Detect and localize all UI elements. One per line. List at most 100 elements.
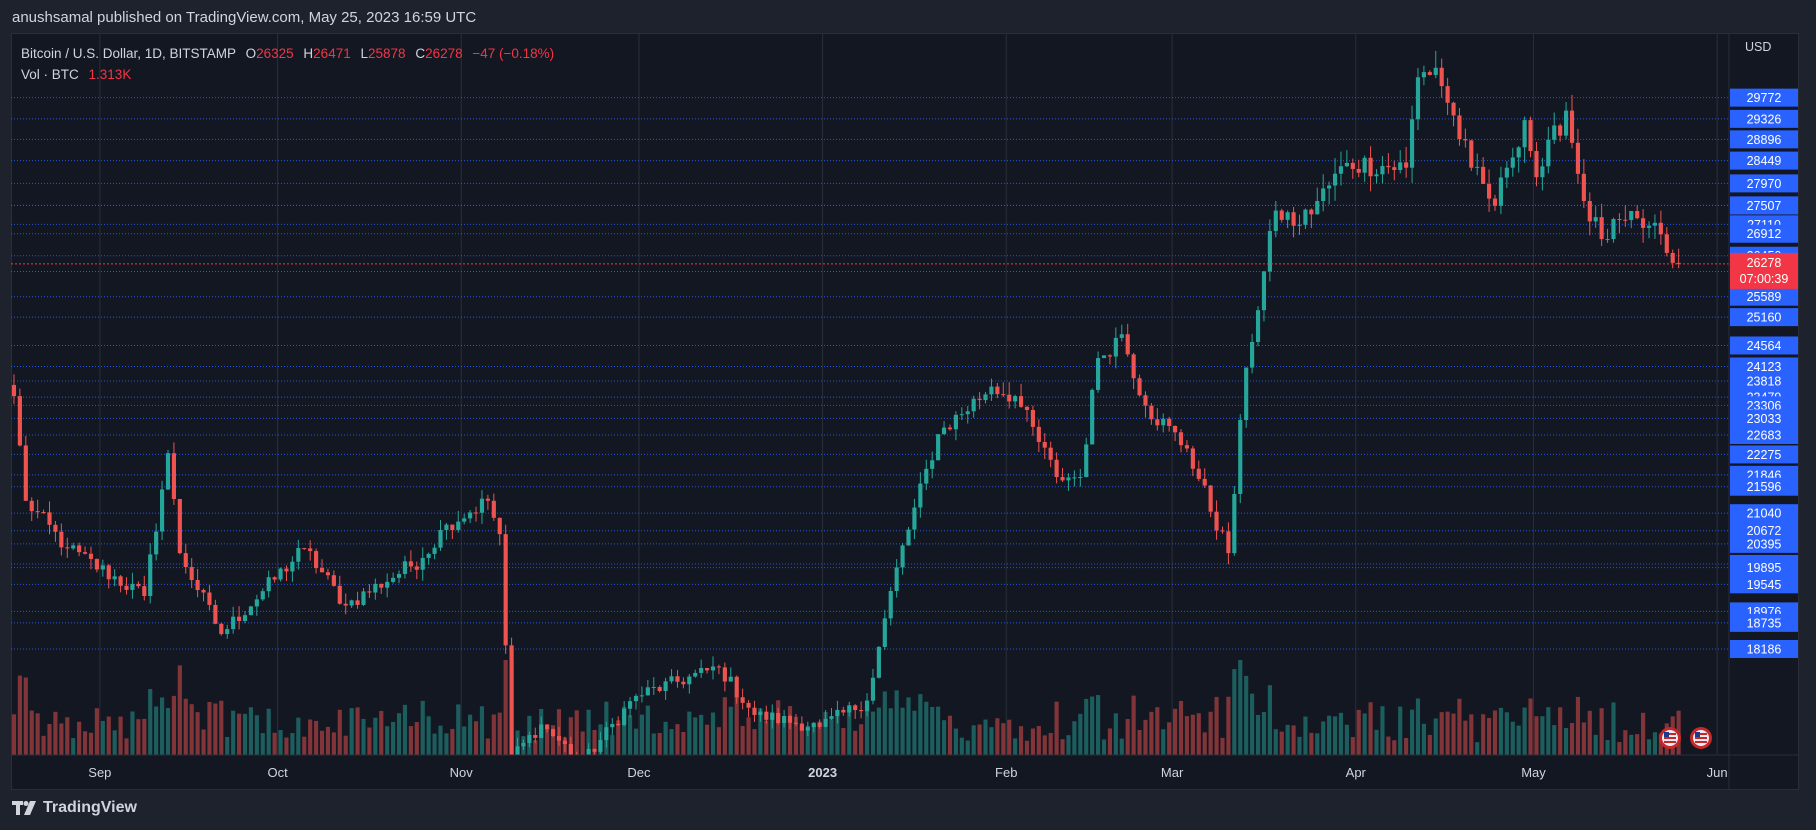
volume-bar [213, 703, 218, 755]
price-axis-label[interactable]: 21040 [1730, 504, 1798, 523]
candle [254, 594, 259, 616]
time-axis[interactable]: Sep Oct Nov Dec 2023 Feb Mar Apr May Jun [88, 765, 1727, 780]
candle [1190, 445, 1195, 477]
tradingview-logo[interactable]: TradingView [12, 799, 137, 817]
candle [497, 517, 502, 546]
candle [770, 704, 775, 729]
volume-bar [1564, 728, 1569, 755]
price-axis-label[interactable]: 19895 [1730, 558, 1798, 577]
candle [1623, 205, 1628, 227]
price-axis-label[interactable]: 24123 [1730, 357, 1798, 376]
candle [1273, 200, 1278, 238]
candle [582, 754, 584, 755]
candle [1327, 181, 1332, 205]
volume-bar [776, 700, 781, 755]
price-axis-label[interactable]: 21596 [1730, 477, 1798, 496]
price-axis-label[interactable]: 20395 [1730, 534, 1798, 553]
price-axis-label[interactable]: 23818 [1730, 371, 1798, 390]
time-axis-label[interactable]: Apr [1346, 765, 1367, 780]
price-axis-label[interactable]: 27507 [1730, 196, 1798, 215]
candle [296, 539, 301, 570]
candle [610, 717, 615, 736]
volume-bar [337, 709, 342, 755]
price-axis-label[interactable]: 28896 [1730, 130, 1798, 149]
time-axis-label[interactable]: Feb [995, 765, 1017, 780]
current-price-badge[interactable]: 26278 07:00:39 [1730, 252, 1798, 289]
candle [835, 700, 840, 724]
volume-bar [396, 713, 402, 755]
volume-bar [450, 728, 455, 755]
volume-bar [740, 725, 745, 755]
price-axis[interactable]: USD 297722932628896284492797027507275072… [1730, 40, 1798, 658]
volume-bar [1013, 738, 1018, 755]
time-axis-label[interactable]: Jun [1707, 765, 1728, 780]
candle [414, 561, 419, 580]
volume-bar [1226, 696, 1231, 755]
price-axis-label[interactable]: 23033 [1730, 409, 1798, 428]
grid [99, 33, 1718, 755]
time-axis-label[interactable]: 2023 [808, 765, 837, 780]
price-axis-label[interactable]: 24564 [1730, 336, 1798, 355]
candle [420, 547, 425, 581]
volume-bar [592, 729, 597, 755]
candle [165, 449, 171, 491]
us-flag-icon[interactable] [1659, 727, 1681, 749]
price-axis-label[interactable]: 22683 [1730, 425, 1798, 444]
time-axis-label[interactable]: Oct [267, 765, 288, 780]
price-axis-label[interactable]: 18186 [1730, 640, 1798, 658]
volume-bar [438, 725, 443, 755]
price-axis-label[interactable]: 22275 [1730, 445, 1798, 464]
volume-bar [100, 720, 105, 755]
candle [1279, 208, 1284, 223]
volume-bar [1178, 700, 1184, 755]
candle [1658, 210, 1663, 245]
price-axis-label[interactable]: 27970 [1730, 174, 1798, 193]
volume-bar [568, 717, 573, 755]
candle [930, 451, 935, 479]
volume-bar [864, 700, 870, 755]
price-axis-label[interactable]: 19545 [1730, 575, 1798, 594]
volume-bar [1540, 716, 1545, 755]
volume-bar [124, 738, 129, 755]
price-axis-label[interactable]: 26912 [1730, 224, 1798, 243]
volume-bar [705, 724, 710, 755]
candle [894, 559, 899, 598]
time-axis-label[interactable]: Mar [1161, 765, 1184, 780]
candle [793, 714, 799, 726]
price-axis-label[interactable]: 25589 [1730, 287, 1798, 306]
svg-text:25160: 25160 [1747, 311, 1782, 325]
candle [1137, 374, 1142, 397]
price-axis-label[interactable]: 25160 [1730, 308, 1798, 327]
volume-bar [1054, 701, 1059, 755]
price-axis-label[interactable]: 28449 [1730, 151, 1798, 170]
currency-label[interactable]: USD [1745, 40, 1771, 54]
time-axis-label[interactable]: Dec [627, 765, 651, 780]
price-axis-label[interactable]: 29326 [1730, 109, 1798, 128]
price-axis-label[interactable]: 29772 [1730, 88, 1798, 107]
candle [562, 736, 567, 753]
volume-bar [106, 716, 111, 755]
volume-bar [331, 732, 336, 755]
volume-bar [444, 733, 449, 755]
volume-bar [1255, 714, 1261, 755]
candle [491, 493, 496, 521]
candle [1007, 382, 1012, 409]
time-axis-label[interactable]: Sep [88, 765, 111, 780]
candle [687, 673, 692, 694]
candle [1504, 161, 1509, 188]
us-flag-icon[interactable] [1690, 727, 1712, 749]
price-axis-label[interactable]: 18735 [1730, 613, 1798, 632]
time-axis-label[interactable]: May [1521, 765, 1546, 780]
volume-bar [1267, 685, 1272, 755]
volume-label[interactable]: Vol · BTC [21, 67, 79, 82]
countdown-value: 07:00:39 [1740, 272, 1789, 286]
candle [1013, 394, 1018, 409]
price-chart[interactable]: USD 297722932628896284492797027507275072… [11, 33, 1799, 790]
symbol-title[interactable]: Bitcoin / U.S. Dollar, 1D, BITSTAMP [21, 46, 236, 61]
candle [118, 575, 123, 593]
candle [900, 542, 905, 575]
candle [23, 435, 28, 502]
time-axis-label[interactable]: Nov [450, 765, 474, 780]
flags[interactable] [1659, 727, 1712, 749]
candle [1090, 388, 1095, 445]
